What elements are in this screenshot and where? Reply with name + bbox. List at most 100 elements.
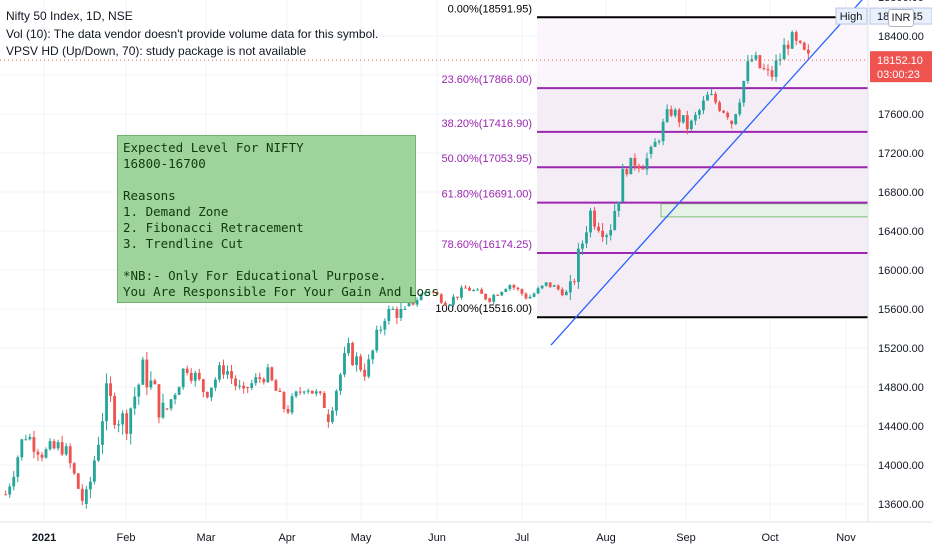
candle-body [375, 329, 379, 351]
candle-body [621, 169, 625, 202]
candle-body [702, 100, 705, 111]
time-tick-label: Apr [278, 532, 295, 544]
candle-body [282, 392, 286, 410]
candle-body [298, 391, 302, 393]
candle-body [399, 309, 403, 318]
candle-body [581, 243, 584, 249]
candle-body [60, 442, 64, 455]
candle-body [560, 289, 564, 296]
fib-label: 38.20%(17416.90) [441, 118, 532, 130]
demand-zone [660, 203, 869, 218]
candle-body [222, 365, 225, 375]
candle-body [806, 49, 810, 54]
candle-body [141, 359, 145, 385]
trendline-layer [0, 0, 868, 346]
last-price-tag [870, 51, 932, 83]
time-tick-label: Jul [515, 532, 529, 544]
candle-body [407, 302, 411, 307]
candle-body [774, 60, 778, 77]
candle-body [786, 44, 790, 49]
currency-button[interactable]: INR [888, 9, 914, 27]
candle-body [218, 365, 221, 380]
price-tick-label: 15200.00 [878, 343, 924, 355]
candle-body [93, 460, 96, 482]
candle-body [653, 141, 657, 147]
candle-body [371, 350, 375, 360]
candle-body [435, 292, 439, 295]
candle-body [794, 32, 798, 41]
trendline [550, 0, 863, 346]
candle-body [641, 168, 645, 170]
candle-body [589, 210, 592, 233]
candle-body [302, 391, 306, 393]
candle-body [40, 454, 44, 458]
candle-body [556, 285, 560, 290]
candle-body [403, 309, 407, 310]
fib-label: 78.60%(16174.25) [441, 239, 532, 251]
candle-body [480, 289, 484, 294]
candle-body [528, 296, 532, 299]
note-line-7: 3. Trendline Cut [123, 236, 244, 251]
price-tick-label: 14400.00 [878, 421, 924, 433]
candle-body [770, 70, 774, 77]
candle-body [351, 343, 354, 366]
candle-body [16, 457, 20, 477]
candle-body [508, 285, 512, 290]
fib-label: 50.00%(17053.95) [441, 153, 532, 165]
candle-body [189, 372, 193, 381]
candle-body [322, 393, 326, 408]
candle-body [149, 380, 153, 388]
time-tick-label: Sep [676, 532, 696, 544]
candle-body [754, 55, 758, 60]
candle-body [492, 294, 496, 302]
candle-body [564, 291, 568, 296]
candle-body [234, 378, 237, 386]
candle-body [512, 285, 516, 288]
candle-body [710, 93, 713, 95]
price-tick-label: 15600.00 [878, 304, 924, 316]
symbol-title[interactable]: Nifty 50 Index, 1D, NSE [6, 9, 133, 23]
price-tick-label: 17200.00 [878, 148, 924, 160]
candle-body [524, 293, 528, 299]
vpsv-study-message: VPSV HD (Up/Down, 70): study package is … [6, 44, 307, 58]
candle-body [105, 383, 108, 422]
candle-body [109, 383, 112, 397]
time-tick-label: Feb [117, 532, 136, 544]
candle-body [286, 409, 290, 413]
note-line-6: 2. Fibonacci Retracement [123, 220, 304, 235]
candle-body [572, 281, 576, 283]
candle-body [294, 391, 298, 397]
candle-body [665, 109, 669, 122]
candle-body [613, 210, 617, 230]
candle-body [625, 169, 629, 175]
candle-body [383, 320, 387, 330]
candle-body [117, 424, 121, 426]
candle-body [496, 294, 500, 296]
candle-body [88, 481, 92, 490]
candle-body [427, 291, 431, 293]
candle-body [456, 296, 459, 298]
time-tick-label: Oct [761, 532, 778, 544]
candle-body [536, 288, 540, 294]
candle-body [718, 102, 721, 111]
candle-body [28, 437, 32, 440]
candle-body [145, 359, 149, 388]
candle-body [693, 114, 697, 121]
candle-body [113, 396, 116, 425]
candle-body [593, 210, 596, 227]
candle-body [72, 463, 76, 474]
candle-body [97, 444, 100, 461]
candle-body [270, 367, 274, 381]
annotation-note[interactable]: Expected Level For NIFTY 16800-16700 Rea… [117, 135, 440, 303]
note-line-10: You Are Responsible For Your Gain And Lo… [123, 284, 440, 299]
candle-body [56, 442, 60, 449]
candle-body [762, 68, 766, 70]
candle-body [568, 281, 572, 293]
candle-body [758, 55, 762, 69]
candle-body [230, 371, 233, 379]
time-tick-label: 2021 [32, 532, 56, 544]
candle-body [318, 391, 322, 394]
candle-body [637, 165, 641, 169]
candle-body [242, 385, 246, 389]
